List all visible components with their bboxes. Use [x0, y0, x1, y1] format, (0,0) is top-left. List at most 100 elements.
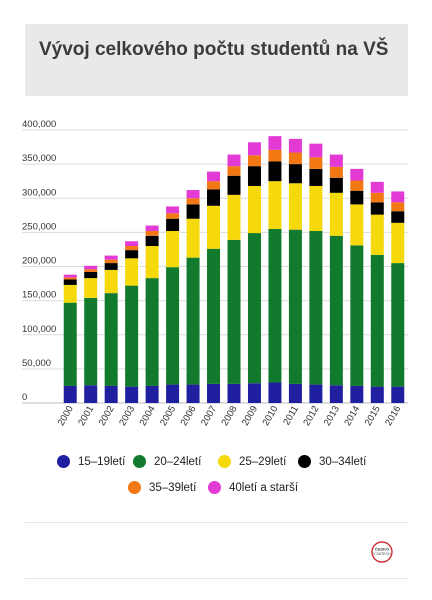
x-tick-label: 2002: [97, 404, 117, 428]
bar-segment: [145, 225, 159, 232]
bar-segment: [207, 181, 221, 190]
bar-segment: [145, 385, 159, 403]
x-tick-label: 2012: [301, 404, 321, 428]
bar-segment: [227, 383, 241, 403]
bar-segment: [370, 202, 384, 215]
bar-segment: [391, 202, 405, 212]
bar-segment: [207, 189, 221, 206]
bar-segment: [145, 246, 159, 279]
y-tick-label: 400,000: [22, 119, 56, 130]
bar-segment: [288, 383, 302, 403]
x-tick-label: 2006: [179, 404, 199, 428]
bar-segment: [207, 383, 221, 403]
y-tick-label: 300,000: [22, 187, 56, 198]
bar-segment: [63, 279, 77, 285]
x-tick-label: 2001: [76, 404, 96, 428]
x-tick-label: 2013: [322, 404, 342, 428]
bar-segment: [247, 142, 261, 156]
bar-segment: [104, 293, 118, 386]
bar-segment: [166, 267, 180, 385]
bar-segment: [125, 246, 139, 251]
bar-segment: [391, 191, 405, 203]
bar-segment: [186, 190, 200, 199]
divider-top: [25, 522, 408, 523]
bar-segment: [268, 149, 282, 162]
bar-segment: [63, 302, 77, 386]
bar-segment: [84, 269, 98, 272]
bar-segment: [145, 231, 159, 236]
bar-segment: [166, 213, 180, 219]
bar-segment: [227, 154, 241, 167]
bar-segment: [350, 385, 364, 403]
bar-segment: [370, 214, 384, 255]
title-box: Vývoj celkového počtu studentů na VŠ: [25, 24, 408, 96]
bar-segment: [309, 231, 323, 385]
bar-segment: [247, 185, 261, 234]
bar-segment: [125, 241, 139, 247]
bar-segment: [227, 166, 241, 176]
page-title: Vývoj celkového počtu studentů na VŠ: [39, 39, 389, 60]
bar-segment: [268, 161, 282, 182]
bar-segment: [370, 254, 384, 387]
bar-segment: [329, 154, 343, 167]
bar-segment: [268, 382, 282, 403]
bar-segment: [329, 166, 343, 178]
bar-segment: [166, 218, 180, 232]
bar-segment: [84, 385, 98, 403]
bar-segment: [63, 385, 77, 403]
bar-segment: [350, 204, 364, 246]
bar-segment: [63, 284, 77, 303]
x-tick-label: 2015: [363, 404, 383, 428]
x-tick-label: 2008: [220, 404, 240, 428]
bar-segment: [104, 269, 118, 294]
bar-segment: [329, 385, 343, 403]
x-tick-label: 2005: [158, 404, 178, 428]
bar-segment: [84, 297, 98, 386]
bar-segment: [186, 204, 200, 219]
y-axis-ticks: 0 50,000 100,000 150,000 200,000 250,000 300,0…: [22, 119, 56, 403]
bar-segment: [350, 190, 364, 205]
bar-segment: [186, 384, 200, 403]
bar-segment: [329, 192, 343, 236]
bar-segment: [104, 259, 118, 264]
bar-segment: [268, 228, 282, 383]
bar-segment: [309, 168, 323, 186]
bar-segment: [84, 265, 98, 270]
logo-text-top: ČESKO: [375, 547, 389, 552]
bar-segment: [309, 157, 323, 169]
x-tick-label: 2000: [56, 404, 76, 428]
bar-segment: [391, 386, 405, 403]
y-tick-label: 350,000: [22, 153, 56, 164]
bar-segment: [63, 274, 77, 278]
bar-segment: [104, 263, 118, 270]
y-tick-label: 150,000: [22, 290, 56, 301]
bar-segment: [186, 257, 200, 385]
y-tick-label: 100,000: [22, 324, 56, 335]
bar-segment: [370, 181, 384, 193]
bar-segment: [288, 138, 302, 153]
bar-segment: [145, 278, 159, 386]
bar-segment: [247, 155, 261, 167]
x-tick-label: 2007: [199, 404, 219, 428]
bar-segment: [145, 235, 159, 247]
bar-segment: [125, 258, 139, 286]
bar-segment: [125, 386, 139, 403]
x-tick-label: 2016: [383, 404, 403, 428]
bar-segment: [207, 171, 221, 182]
bars: [63, 136, 405, 403]
y-tick-label: 250,000: [22, 221, 56, 232]
x-axis-ticks: 2000 2001 2002 2003 2004 2005 2006 2007 2008 2009…: [56, 404, 404, 428]
bar-segment: [227, 239, 241, 384]
bar-segment: [391, 211, 405, 223]
x-tick-label: 2004: [138, 404, 158, 428]
y-tick-label: 0: [22, 392, 27, 403]
bar-segment: [166, 231, 180, 268]
bar-segment: [268, 136, 282, 150]
bar-segment: [247, 166, 261, 186]
bar-segment: [186, 198, 200, 205]
bar-segment: [227, 194, 241, 240]
x-tick-label: 2011: [281, 404, 301, 427]
bar-segment: [288, 152, 302, 165]
bar-segment: [309, 185, 323, 232]
divider-bottom: [25, 578, 408, 579]
